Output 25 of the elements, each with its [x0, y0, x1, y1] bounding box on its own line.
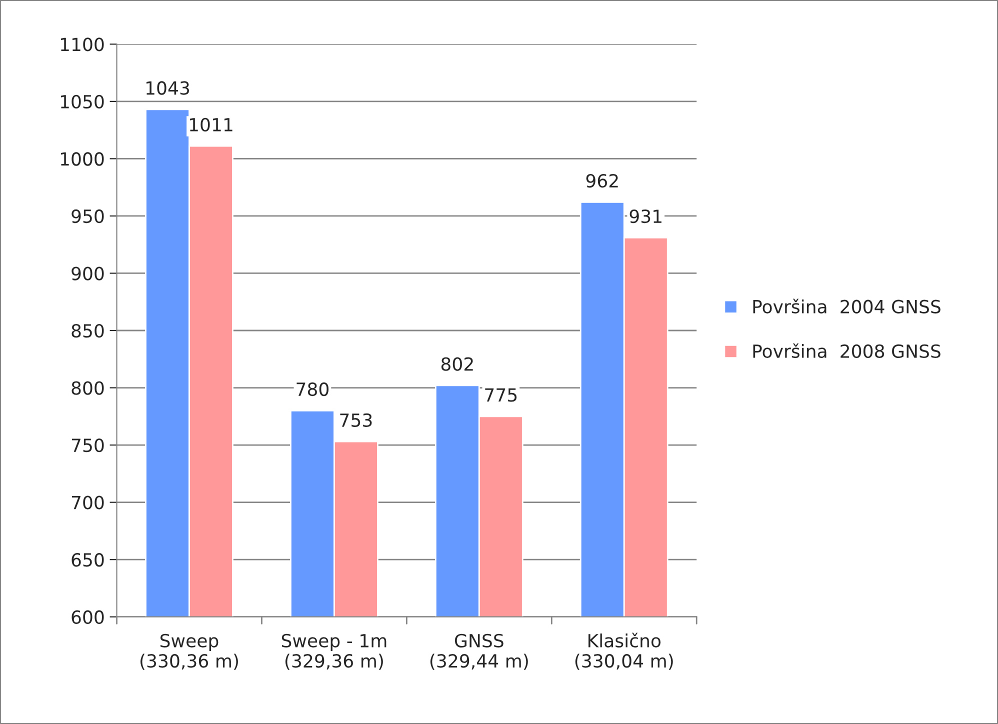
x-tick-label: Sweep (330,36 m)	[140, 634, 238, 670]
y-tick-label: 700	[72, 496, 104, 510]
data-label: 775	[485, 388, 517, 402]
data-label: 962	[586, 174, 618, 188]
y-tick-label: 750	[72, 438, 104, 452]
y-tick-label: 800	[72, 381, 104, 395]
y-tick-label: 1050	[60, 94, 104, 109]
x-tick-label: Sweep - 1m (329,36 m)	[282, 634, 386, 670]
y-tick-label: 1000	[60, 152, 104, 166]
data-label: 931	[630, 209, 662, 224]
y-tick-label: 850	[72, 324, 104, 338]
legend-label: Površina 2008 GNSS	[753, 343, 940, 358]
data-label: 802	[441, 357, 473, 371]
data-label: 780	[296, 382, 328, 396]
y-tick-label: 600	[72, 610, 104, 624]
x-tick-label: Klasično (330,04 m)	[575, 632, 673, 670]
data-label: 1011	[190, 118, 232, 132]
y-tick-label: 1100	[60, 38, 104, 52]
data-label: 1043	[146, 81, 190, 95]
x-tick-label: GNSS (329,44 m)	[430, 634, 528, 670]
y-tick-label: 950	[72, 209, 104, 224]
y-tick-label: 900	[72, 266, 104, 280]
data-label: 753	[340, 413, 372, 427]
legend-label: Površina 2004 GNSS	[753, 298, 940, 314]
y-tick-label: 650	[72, 553, 104, 567]
